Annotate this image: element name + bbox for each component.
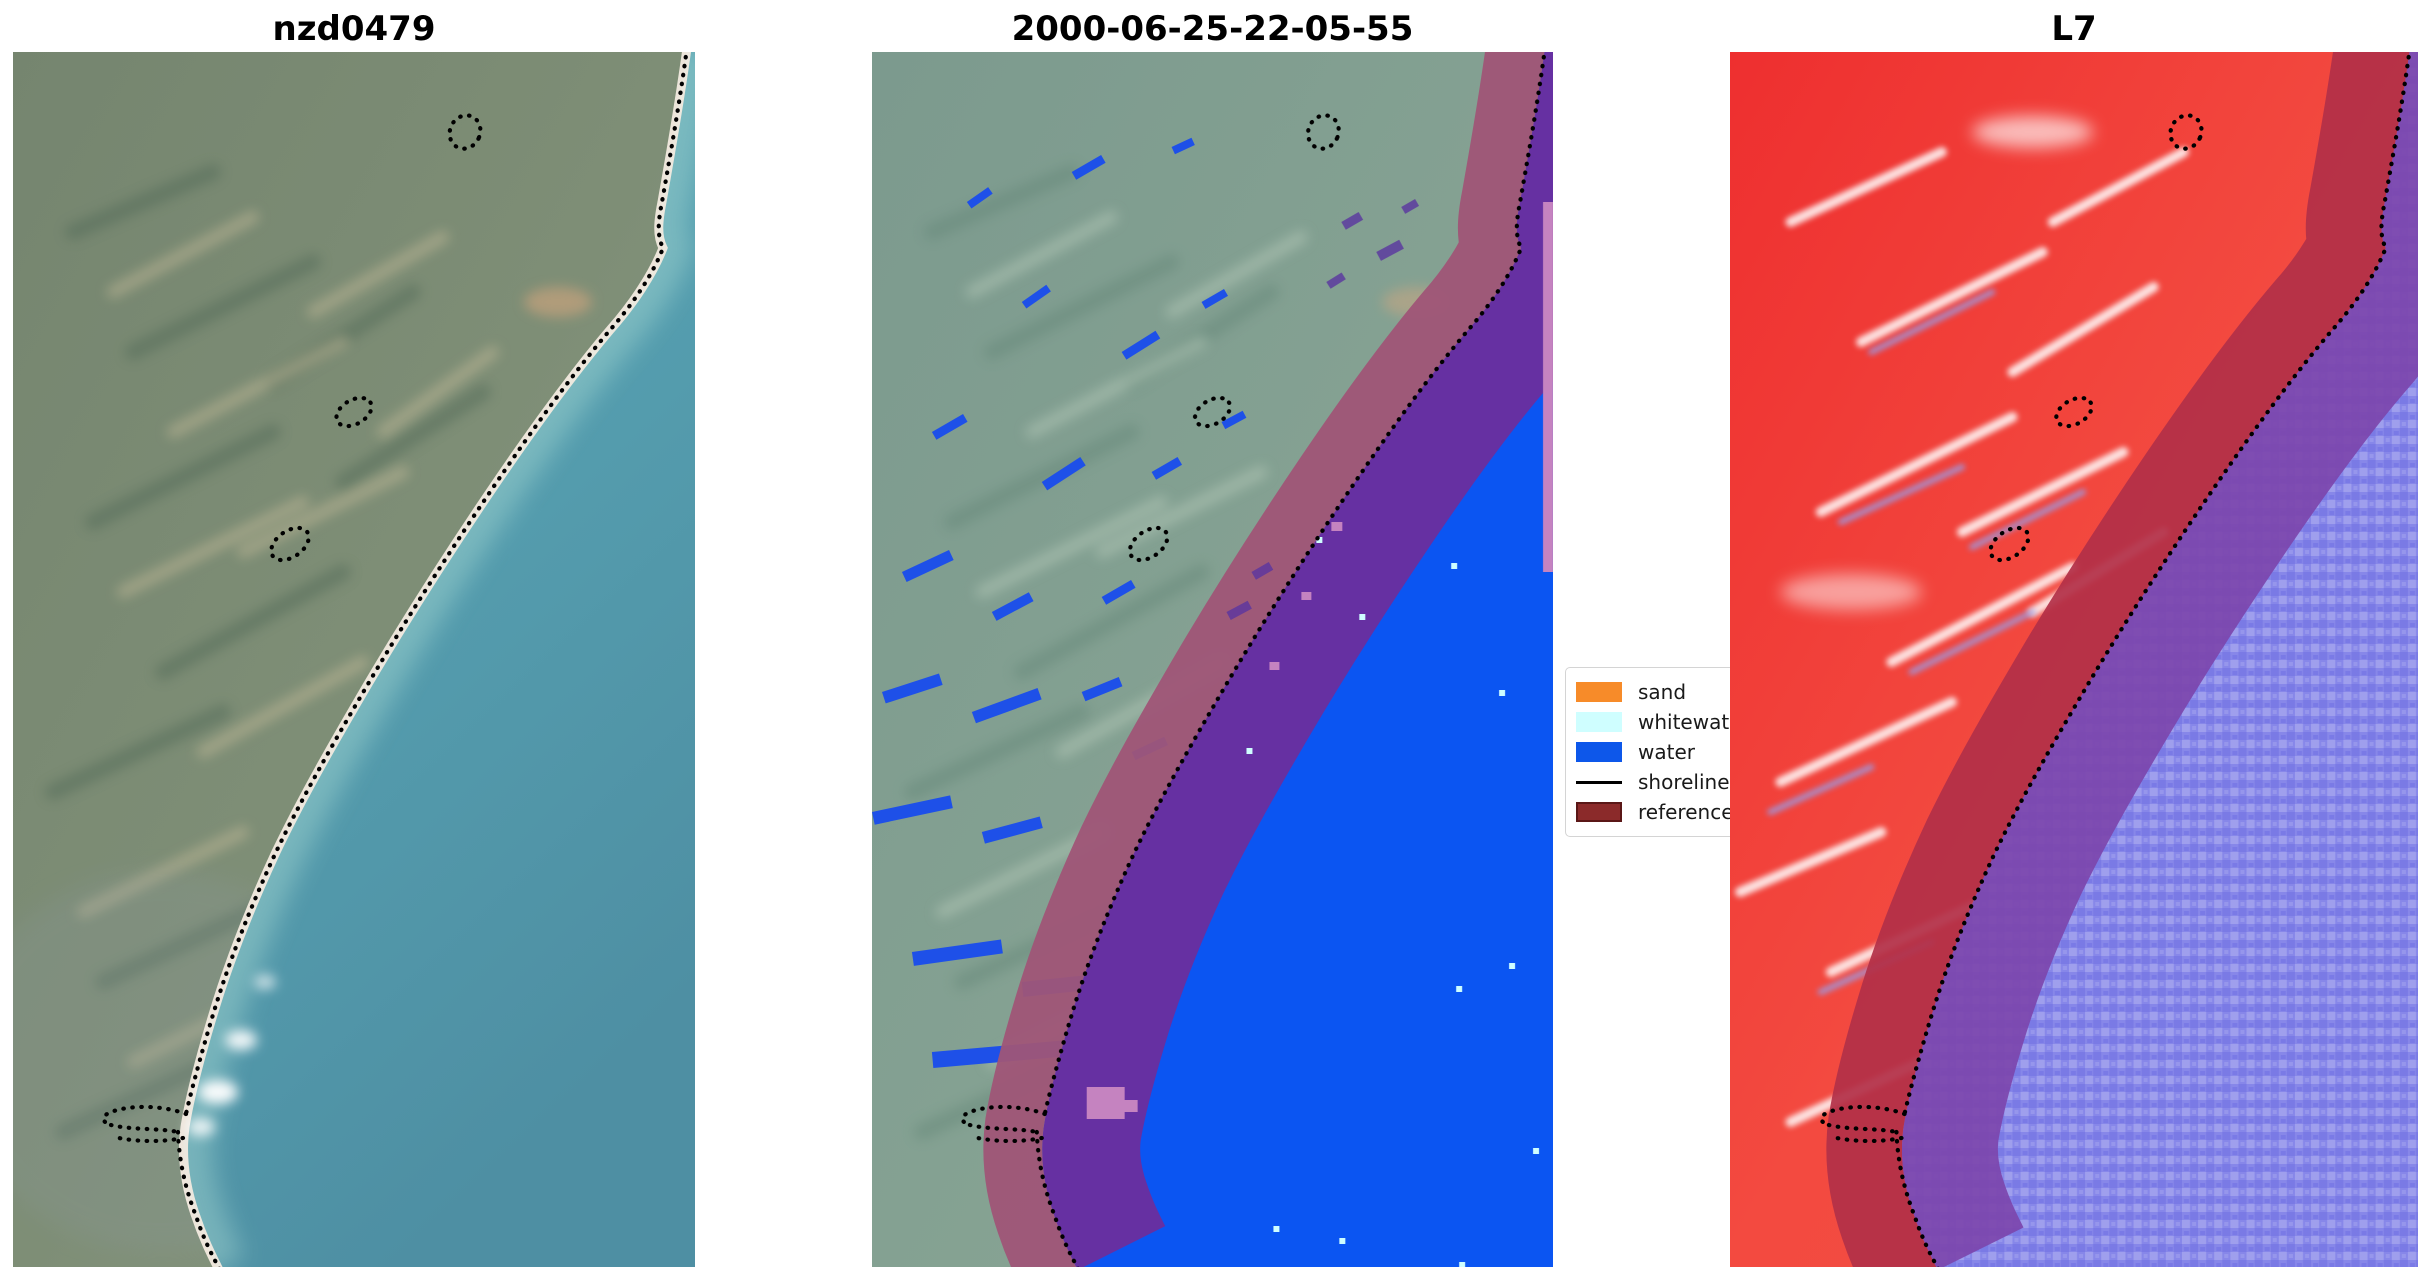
surf-foam [187,975,276,1136]
ocean-area [183,52,695,1267]
panel-title-nzd0479: nzd0479 [272,9,436,49]
water-swatch [1576,742,1622,762]
satellite-image-truecolor [13,52,695,1267]
bare-soil-patch [524,287,592,317]
legend-label-reference: reference [1638,800,1734,824]
whitewater-swatch [1576,712,1622,732]
satellite-image-classified [872,52,1553,1267]
satellite-image-falsecolor [1730,52,2418,1267]
legend-row-whitewater: whitewater [1576,707,1750,737]
shoreline-line [1819,52,2412,1267]
legend-label-shoreline: shoreline [1638,770,1730,794]
panel-l7-image [1730,52,2418,1267]
legend-row-shoreline: shoreline [1576,767,1748,797]
buffer-speckles [1226,198,1420,620]
panel-nzd0479-image [13,52,695,1267]
panel-classified-image [872,52,1553,1267]
shoreline-swatch [1576,780,1622,784]
legend-row-sand: sand [1576,677,1748,707]
shoreline-line [101,52,689,1267]
shoreline-line [960,52,1547,1267]
reference-swatch [1576,802,1622,822]
panel-title-date: 2000-06-25-22-05-55 [1011,9,1414,49]
legend-row-reference: reference [1576,797,1748,827]
sand-swatch [1576,682,1622,702]
panel-title-l7: L7 [2051,9,2097,49]
bright-valley-patch [1780,574,1922,610]
whitewater-dots [1246,537,1540,1267]
ridge-highlights [1735,147,2190,1127]
sand-pixels [1086,202,1553,1119]
cloud-bright-patch [1972,116,2094,148]
legend-label-sand: sand [1638,680,1687,704]
legend-row-water: water [1576,737,1748,767]
legend-label-water: water [1638,740,1695,764]
